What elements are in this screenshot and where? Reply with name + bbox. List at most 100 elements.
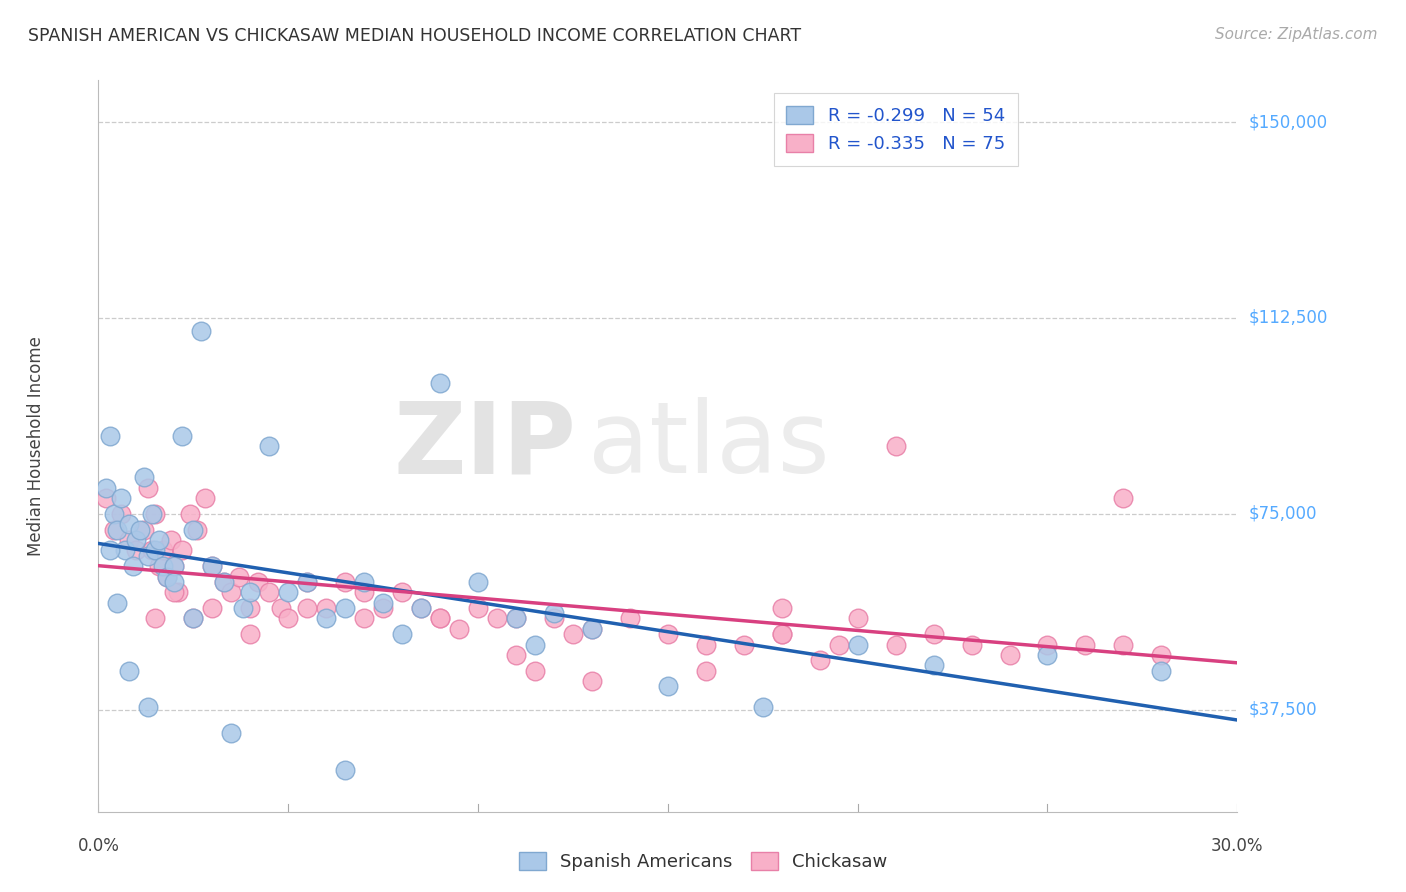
Point [846,638,869,652]
Point [141,543,163,558]
Point [733,638,755,652]
Point [752,700,775,714]
Point [167,585,190,599]
Point [141,507,163,521]
Point [297,574,319,589]
Point [94,481,117,495]
Point [103,507,125,521]
Point [524,664,547,678]
Point [103,523,125,537]
Point [695,664,717,678]
Point [110,507,132,521]
Point [145,543,167,558]
Point [581,674,603,689]
Point [239,601,262,615]
Point [107,523,129,537]
Text: $150,000: $150,000 [1249,113,1327,131]
Point [156,569,179,583]
Point [136,700,159,714]
Point [335,574,357,589]
Point [183,611,205,625]
Point [657,627,679,641]
Point [1150,648,1173,662]
Text: 30.0%: 30.0% [1211,837,1264,855]
Point [121,559,143,574]
Point [581,622,603,636]
Point [1112,638,1135,652]
Point [562,627,585,641]
Point [297,601,319,615]
Point [1074,638,1097,652]
Text: 0.0%: 0.0% [77,837,120,855]
Point [212,574,235,589]
Point [1036,648,1059,662]
Point [429,376,451,391]
Point [411,601,433,615]
Point [163,559,186,574]
Point [505,611,527,625]
Point [998,648,1021,662]
Point [201,559,224,574]
Point [411,601,433,615]
Point [148,559,170,574]
Point [270,601,292,615]
Point [239,585,262,599]
Point [884,638,907,652]
Point [335,763,357,777]
Text: SPANISH AMERICAN VS CHICKASAW MEDIAN HOUSEHOLD INCOME CORRELATION CHART: SPANISH AMERICAN VS CHICKASAW MEDIAN HOU… [28,27,801,45]
Point [353,574,375,589]
Point [335,601,357,615]
Point [315,601,337,615]
Point [391,627,413,641]
Point [1150,664,1173,678]
Text: $75,000: $75,000 [1249,505,1317,523]
Point [132,470,155,484]
Point [132,523,155,537]
Point [371,601,394,615]
Point [179,507,201,521]
Point [884,439,907,453]
Point [212,574,235,589]
Point [922,627,945,641]
Point [221,585,243,599]
Point [1112,491,1135,506]
Point [163,559,186,574]
Point [315,611,337,625]
Point [136,481,159,495]
Point [163,574,186,589]
Point [221,726,243,740]
Point [960,638,983,652]
Point [391,585,413,599]
Point [129,523,152,537]
Point [808,653,831,667]
Point [449,622,471,636]
Point [505,611,527,625]
Point [125,533,148,547]
Point [486,611,509,625]
Point [190,324,212,338]
Point [467,574,489,589]
Point [505,648,527,662]
Text: ZIP: ZIP [394,398,576,494]
Point [183,611,205,625]
Point [183,523,205,537]
Point [353,611,375,625]
Point [148,533,170,547]
Point [353,585,375,599]
Point [152,559,174,574]
Point [467,601,489,615]
Point [429,611,451,625]
Point [524,638,547,652]
Point [543,606,565,620]
Point [922,658,945,673]
Point [145,507,167,521]
Point [114,543,136,558]
Point [107,596,129,610]
Point [619,611,641,625]
Text: $112,500: $112,500 [1249,309,1327,327]
Point [246,574,269,589]
Point [186,523,208,537]
Point [828,638,851,652]
Point [770,601,793,615]
Point [145,611,167,625]
